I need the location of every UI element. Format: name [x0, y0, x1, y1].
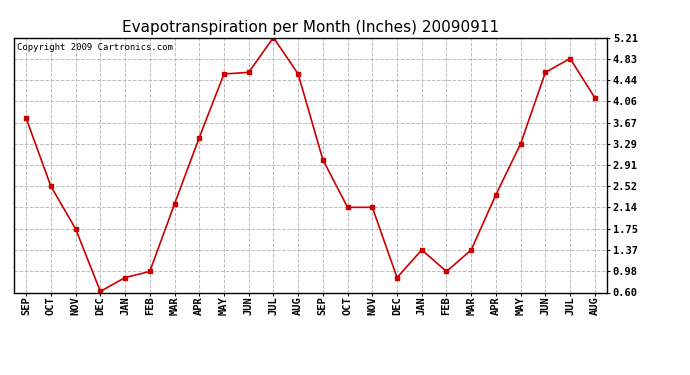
Title: Evapotranspiration per Month (Inches) 20090911: Evapotranspiration per Month (Inches) 20…: [122, 20, 499, 35]
Text: Copyright 2009 Cartronics.com: Copyright 2009 Cartronics.com: [17, 43, 172, 52]
